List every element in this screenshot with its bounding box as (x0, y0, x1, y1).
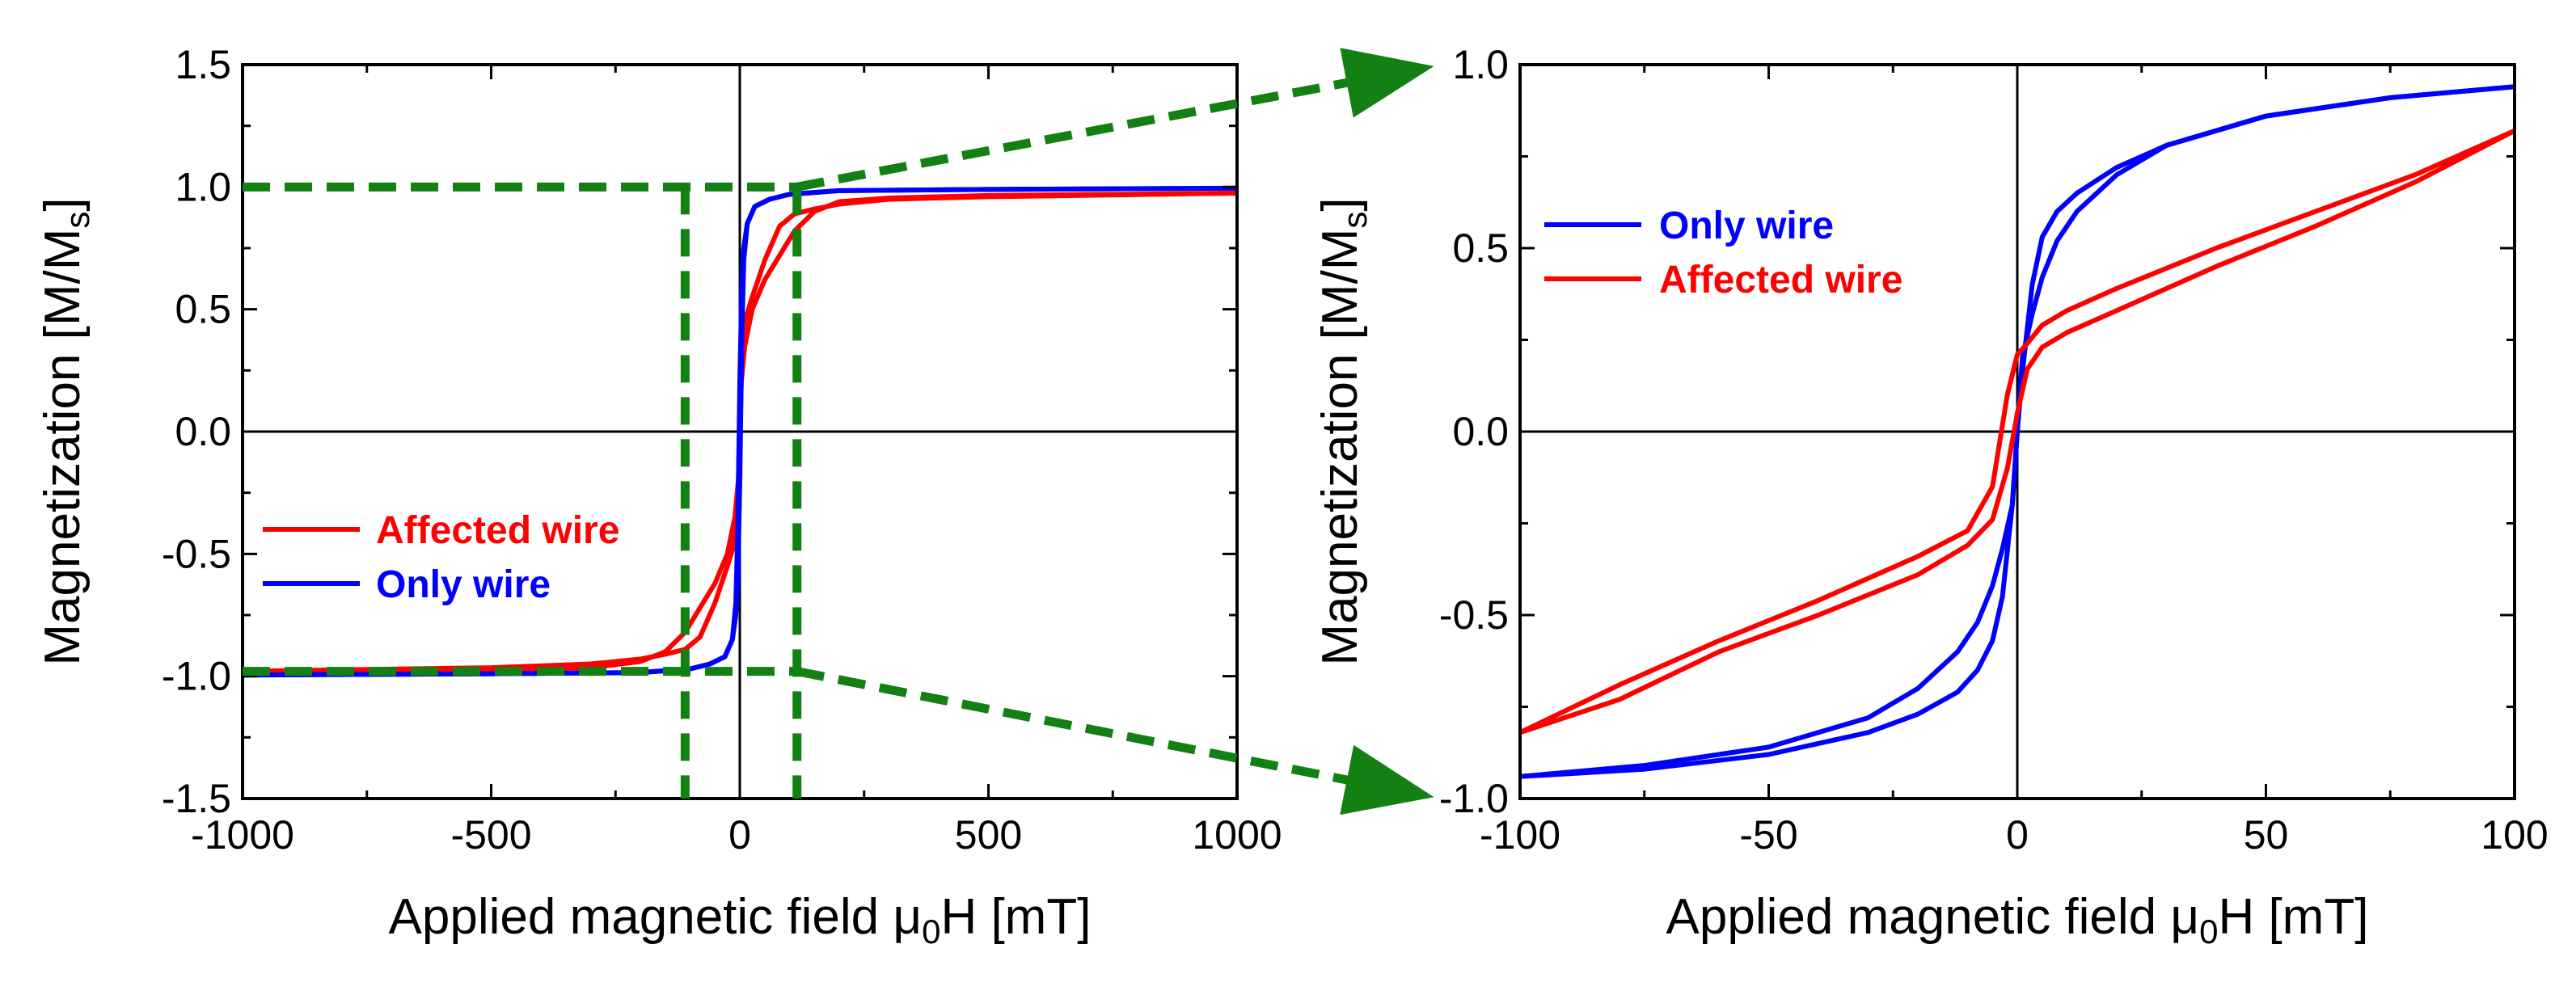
y-tick-label: 1.5 (175, 42, 231, 87)
x-tick-label: 0 (2006, 812, 2029, 858)
x-tick-label: 1000 (1192, 812, 1282, 858)
chart-right: -100 -50 0 50 100 -1.0 -0.5 0.0 0.5 1.0 Only wire… (1312, 42, 2549, 950)
y-tick-label: 1.0 (175, 164, 231, 209)
y-tick-label: 1.0 (1452, 42, 1509, 87)
zoom-box-left (243, 182, 802, 799)
x-tick-label: 50 (2244, 812, 2289, 858)
y-tick-label: -0.5 (1439, 592, 1509, 638)
legend-left: Affected wire Only wire (263, 509, 619, 606)
legend-label-right-0: Only wire (1659, 204, 1834, 247)
ticks-right: -100 -50 0 50 100 -1.0 -0.5 0.0 0.5 1.0 (1439, 42, 2549, 858)
x-axis-title-right: Applied magnetic field μ0H [mT] (1666, 889, 2369, 950)
x-tick-label: -100 (1480, 812, 1560, 858)
connector-arrow-bottom (796, 667, 1434, 816)
x-tick-label: 500 (955, 812, 1022, 858)
x-axis-title-left: Applied magnetic field μ0H [mT] (389, 889, 1092, 950)
y-tick-label: -1.5 (162, 776, 231, 821)
y-tick-label: -1.0 (1439, 776, 1509, 821)
series-only-wire-branch-1 (1520, 84, 2515, 779)
legend-right: Only wire Affected wire (1544, 204, 1902, 301)
series-affected-wire-branch-0 (1520, 129, 2515, 735)
y-tick-label: 0.5 (175, 287, 231, 332)
x-tick-label: 0 (728, 812, 751, 858)
y-tick-label: -1.0 (162, 654, 231, 699)
y-tick-label: 0.0 (1452, 409, 1509, 454)
x-tick-label: 100 (2481, 812, 2548, 858)
series-right (1520, 84, 2515, 779)
y-axis-title-left: Magnetization [M/Ms] (35, 197, 96, 665)
x-tick-label: -1000 (191, 812, 294, 858)
x-tick-label: -50 (1739, 812, 1797, 858)
y-tick-label: -0.5 (162, 531, 231, 576)
legend-label-right-1: Affected wire (1659, 259, 1902, 301)
series-affected-wire-branch-1 (1520, 128, 2515, 735)
zoom-connector-arrows (796, 48, 1434, 816)
legend-label-left-0: Affected wire (376, 509, 619, 552)
legend-label-left-1: Only wire (376, 563, 551, 606)
x-tick-label: -500 (450, 812, 531, 858)
connector-arrow-top (796, 48, 1434, 192)
ticks-left: -1000 -500 0 500 1000 -1.5 -1.0 -0.5 0.0 0.5 1.0 1.… (162, 42, 1282, 858)
y-tick-label: 0.0 (175, 409, 231, 454)
y-axis-title-right: Magnetization [M/Ms] (1312, 197, 1374, 665)
chart-left: -1000 -500 0 500 1000 -1.5 -1.0 -0.5 0.0 0.5 1.0 1.… (35, 42, 1282, 950)
y-tick-label: 0.5 (1452, 225, 1509, 271)
